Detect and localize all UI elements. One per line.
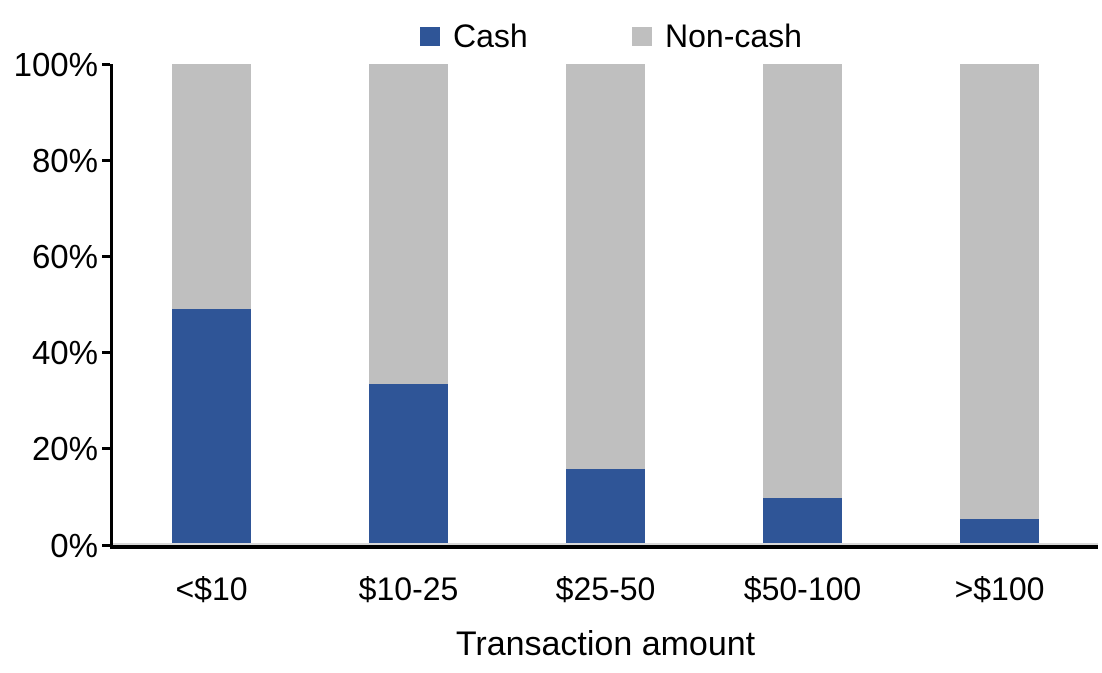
chart-legend: Cash Non-cash	[0, 14, 1102, 58]
y-axis-line	[110, 64, 113, 548]
plot-area	[113, 64, 1098, 545]
y-tick-label-40: 40%	[31, 334, 98, 372]
bar-group-0	[172, 64, 251, 545]
y-tick-40	[102, 351, 110, 355]
bar-segment-cash-2	[566, 469, 645, 545]
y-tick-label-20: 20%	[31, 430, 98, 468]
y-tick-label-0: 0%	[50, 526, 98, 564]
x-tick-label-4: >$100	[954, 571, 1045, 607]
bar-group-4	[960, 64, 1039, 545]
bar-segment-noncash-2	[566, 64, 645, 469]
y-tick-100	[102, 62, 110, 66]
y-tick-label-100: 100%	[13, 45, 98, 83]
bar-segment-cash-4	[960, 518, 1039, 545]
legend-item-noncash: Non-cash	[632, 14, 802, 58]
bar-segment-noncash-4	[960, 64, 1039, 519]
y-tick-label-80: 80%	[31, 141, 98, 179]
x-tick-label-2: $25-50	[555, 571, 656, 607]
bar-group-2	[566, 64, 645, 545]
cash-swatch-icon	[420, 26, 440, 46]
bar-group-1	[369, 64, 448, 545]
bar-segment-noncash-0	[172, 64, 251, 310]
zero-gridline	[113, 543, 1098, 545]
y-tick-20	[102, 447, 110, 451]
x-axis-line	[110, 544, 1098, 549]
bar-segment-cash-1	[369, 383, 448, 545]
legend-item-cash: Cash	[420, 14, 528, 58]
y-tick-label-60: 60%	[31, 237, 98, 275]
legend-label-cash: Cash	[453, 18, 528, 54]
bar-group-3	[763, 64, 842, 545]
bar-segment-cash-0	[172, 309, 251, 545]
y-tick-0	[102, 543, 110, 547]
bar-segment-noncash-3	[763, 64, 842, 498]
bar-segment-noncash-1	[369, 64, 448, 384]
x-tick-label-0: <$10	[175, 571, 248, 607]
y-tick-80	[102, 158, 110, 162]
y-tick-60	[102, 254, 110, 258]
x-tick-label-3: $50-100	[743, 571, 862, 607]
bar-segment-cash-3	[763, 497, 842, 545]
legend-label-noncash: Non-cash	[665, 18, 802, 54]
x-tick-label-1: $10-25	[358, 571, 459, 607]
x-axis-title: Transaction amount	[455, 625, 756, 663]
noncash-swatch-icon	[632, 26, 652, 46]
